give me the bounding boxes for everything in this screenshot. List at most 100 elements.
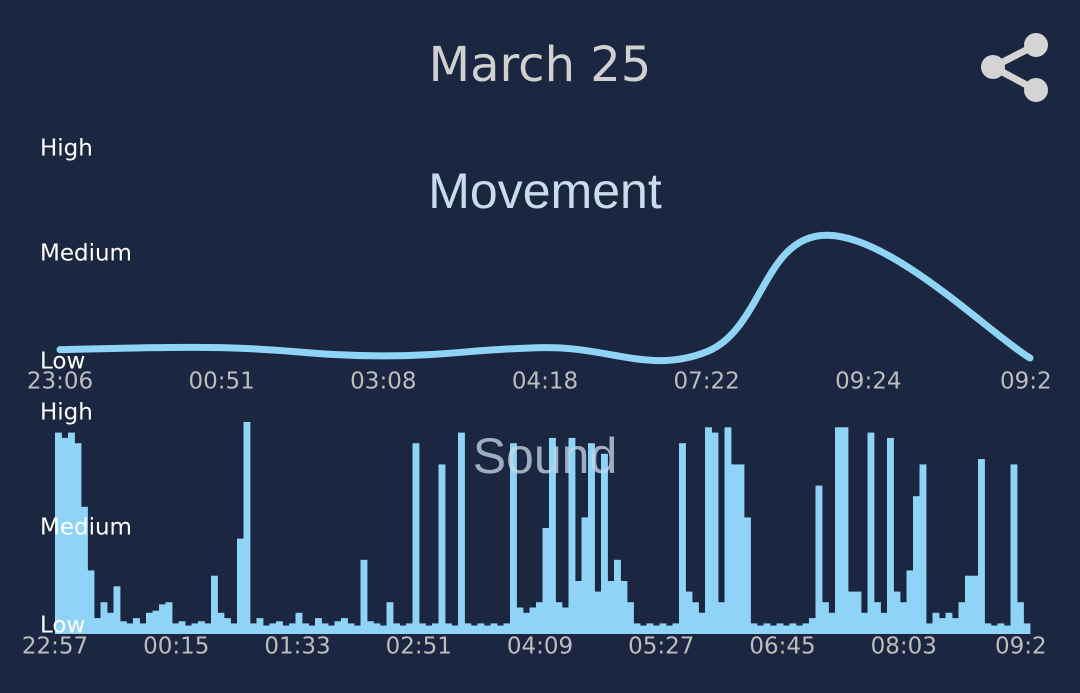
sound-bar <box>731 464 738 634</box>
sound-bar <box>763 623 771 634</box>
sound-bar <box>425 625 433 634</box>
sound-bar <box>432 623 439 634</box>
sound-bar <box>321 623 329 634</box>
sound-bar <box>139 623 147 634</box>
sound-bar <box>55 432 62 634</box>
sound-bar <box>601 453 608 634</box>
sound-bar <box>341 618 348 634</box>
sound-bar <box>269 623 277 634</box>
sound-bar <box>919 464 927 634</box>
sound-bar <box>867 432 875 634</box>
sound-bar <box>172 623 179 634</box>
sound-bar <box>497 625 504 634</box>
sound-bar <box>789 623 797 634</box>
sound-bar <box>386 602 394 634</box>
sound-bar <box>263 625 270 634</box>
sound-bar <box>978 459 985 634</box>
sound-bar <box>113 586 121 634</box>
sound-bar <box>159 604 166 634</box>
sound-bar <box>367 621 374 634</box>
sound-bar <box>653 625 660 634</box>
sound-bar <box>659 623 667 634</box>
sound-bar <box>991 625 998 634</box>
x-tick-label: 00:15 <box>143 634 209 660</box>
sound-bar <box>510 443 517 634</box>
sound-bar <box>685 591 693 634</box>
sound-bar <box>503 623 511 634</box>
sound-bar <box>906 570 914 634</box>
sound-bar <box>282 625 290 634</box>
sound-bar <box>94 618 101 634</box>
sound-bar <box>217 612 225 634</box>
share-button[interactable] <box>981 33 1048 102</box>
x-tick-label: 23:06 <box>27 369 93 395</box>
sound-bar <box>178 621 186 634</box>
sound-bar <box>893 591 901 634</box>
sound-bar <box>133 618 140 634</box>
x-tick-label: 00:51 <box>189 369 255 395</box>
sound-bar <box>406 623 413 634</box>
y-tick-label: High <box>40 400 93 426</box>
chart-title: Sound <box>473 428 618 484</box>
sound-bar <box>711 432 719 634</box>
sound-bar <box>575 581 582 634</box>
sound-bar <box>666 625 673 634</box>
y-tick-label: Medium <box>40 515 132 541</box>
x-tick-label: 08:03 <box>871 634 937 660</box>
y-tick-label: High <box>40 136 93 162</box>
x-tick-label: 07:22 <box>674 369 740 395</box>
x-tick-label: 03:08 <box>350 369 416 395</box>
sound-bar <box>718 602 725 634</box>
sound-bar <box>399 625 407 634</box>
sound-bar <box>607 581 615 634</box>
sound-bar <box>757 625 764 634</box>
sound-bar <box>809 618 816 634</box>
sound-bar <box>146 612 153 634</box>
sound-bar <box>588 443 595 634</box>
chart-title: Movement <box>428 163 662 219</box>
sound-bar <box>594 591 602 634</box>
sound-bar <box>74 443 82 634</box>
sound-bar <box>640 625 647 634</box>
sound-bar <box>523 612 530 634</box>
sound-bar <box>126 623 134 634</box>
sound-bar <box>471 625 478 634</box>
sound-bar <box>958 602 966 634</box>
sound-bar <box>1017 602 1024 634</box>
charts: Movement Low Medium High 23:06 00:51 03:08 04:1… <box>22 136 1052 660</box>
sound-bar <box>536 602 543 634</box>
sound-bar <box>152 610 160 634</box>
sound-bar <box>568 437 576 634</box>
sound-bar <box>932 612 940 634</box>
sound-bar <box>698 612 706 634</box>
x-tick-label: 22:57 <box>22 634 88 660</box>
sound-bar <box>1004 625 1011 634</box>
sound-bar <box>679 443 686 634</box>
sound-bar <box>243 422 251 634</box>
sound-bar <box>861 612 868 634</box>
sound-bar <box>412 443 420 634</box>
x-tick-label: 09:2 <box>1000 369 1052 395</box>
y-tick-label: Low <box>40 613 85 639</box>
sound-bar <box>542 528 550 634</box>
sound-bar <box>451 625 459 634</box>
sound-bar <box>815 485 823 634</box>
sound-bar <box>997 623 1005 634</box>
sound-bar <box>250 623 257 634</box>
sound-bar <box>328 625 335 634</box>
sound-bar <box>614 559 621 634</box>
sound-bar <box>971 575 979 634</box>
sound-bar <box>458 432 465 634</box>
sound-bar <box>744 517 751 634</box>
sound-bar <box>841 427 849 634</box>
sound-bar <box>692 602 699 634</box>
x-tick-label: 09:24 <box>835 369 901 395</box>
sound-bar <box>633 623 641 634</box>
sound-bar <box>887 437 894 634</box>
sound-bar <box>549 437 556 634</box>
sound-bar <box>100 602 108 634</box>
sound-bar <box>555 602 563 634</box>
sound-bar <box>211 575 218 634</box>
sound-bar <box>289 623 296 634</box>
sound-bar <box>295 612 303 634</box>
